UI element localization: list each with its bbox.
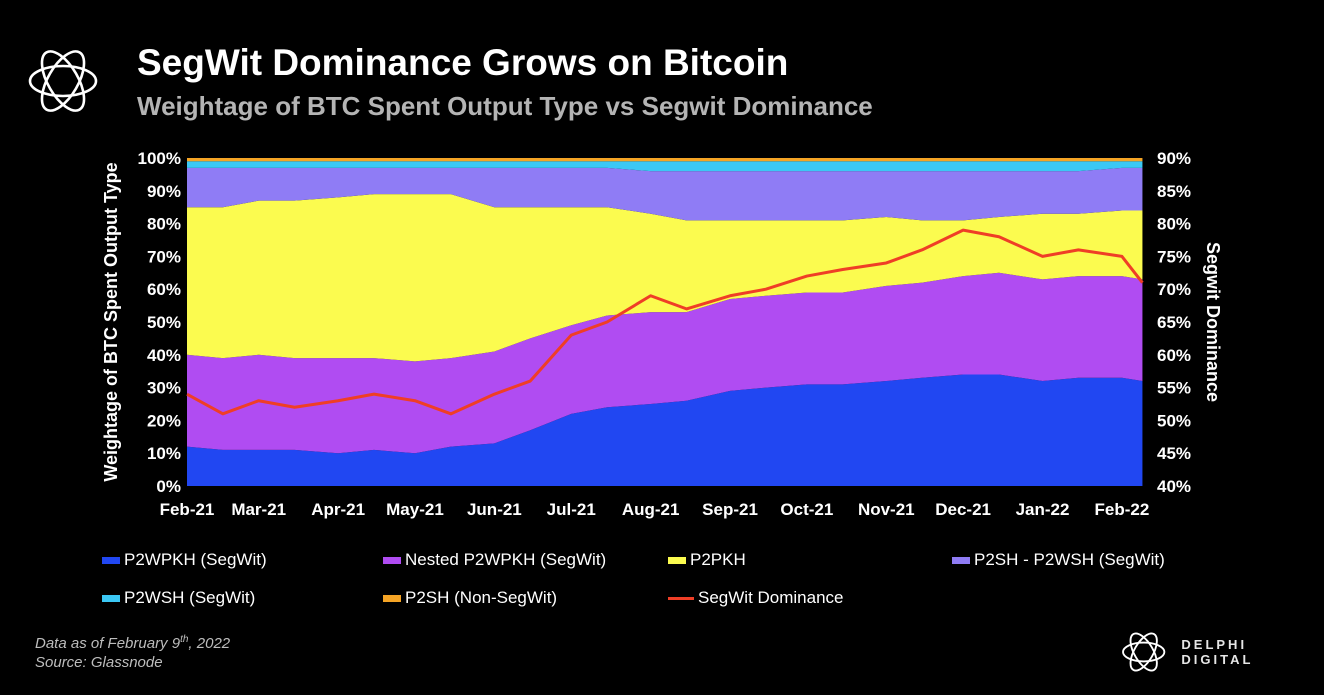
- chart-legend: P2WPKH (SegWit) Nested P2WPKH (SegWit) P…: [0, 548, 1324, 618]
- area-p2wpkh-segwit: [187, 374, 1143, 486]
- legend-swatch: [952, 556, 970, 564]
- x-tick-label: Oct-21: [780, 500, 833, 519]
- stacked-areas: [187, 158, 1143, 486]
- y-tick-label: 30%: [147, 379, 181, 398]
- legend-swatch: [383, 556, 401, 564]
- legend-label: P2PKH: [690, 550, 746, 569]
- x-tick-label: Feb-21: [160, 500, 215, 519]
- footnote: Data as of February 9th, 2022 Source: Gl…: [35, 630, 230, 672]
- legend-item-p2pkh[interactable]: P2PKH: [668, 548, 746, 572]
- y-tick-label: 50%: [147, 313, 181, 332]
- x-tick-label: Nov-21: [858, 500, 915, 519]
- legend-label: SegWit Dominance: [698, 588, 844, 607]
- legend-item-p2sh-non-segwit[interactable]: P2SH (Non-SegWit): [383, 586, 557, 610]
- legend-label: Nested P2WPKH (SegWit): [405, 550, 607, 569]
- chart-subtitle: Weightage of BTC Spent Output Type vs Se…: [137, 91, 873, 121]
- y-axis-label: Weightage of BTC Spent Output Type: [101, 162, 121, 481]
- y2-tick-label: 90%: [1157, 149, 1191, 168]
- legend-swatch: [668, 556, 686, 564]
- area-p2pkh: [187, 194, 1143, 362]
- x-tick-label: Jul-21: [547, 500, 596, 519]
- legend-swatch: [102, 556, 120, 564]
- legend-swatch: [102, 594, 120, 602]
- x-tick-label: Mar-21: [231, 500, 286, 519]
- area-p2sh-p2wsh-segwit: [187, 167, 1143, 221]
- y2-tick-label: 40%: [1157, 477, 1191, 496]
- legend-item-nested-p2wpkh[interactable]: Nested P2WPKH (SegWit): [383, 548, 606, 572]
- y2-tick-label: 85%: [1157, 182, 1191, 201]
- y-tick-label: 100%: [138, 149, 181, 168]
- x-tick-label: Dec-21: [935, 500, 991, 519]
- data-as-of-sup: th: [180, 634, 189, 645]
- y2-tick-label: 65%: [1157, 313, 1191, 332]
- x-tick-label: Feb-22: [1095, 500, 1150, 519]
- right-axis-ticks: 40% 45% 50% 55% 60% 65% 70% 75% 80% 85% 90%: [1157, 149, 1191, 496]
- legend-swatch: [383, 594, 401, 602]
- legend-item-p2wpkh[interactable]: P2WPKH (SegWit): [102, 548, 267, 572]
- x-axis-ticks: Feb-21 Mar-21 Apr-21 May-21 Jun-21 Jul-21 Aug-…: [160, 500, 1150, 519]
- legend-label: P2WPKH (SegWit): [124, 550, 267, 569]
- left-axis-ticks: 0% 10% 20% 30% 40% 50% 60% 70% 80% 90% 100%: [138, 149, 181, 496]
- data-as-of-suffix: , 2022: [188, 635, 231, 652]
- y2-tick-label: 45%: [1157, 444, 1191, 463]
- y2-tick-label: 60%: [1157, 346, 1191, 365]
- y2-tick-label: 75%: [1157, 247, 1191, 266]
- x-tick-label: May-21: [386, 500, 444, 519]
- x-tick-label: Sep-21: [702, 500, 758, 519]
- y-tick-label: 80%: [147, 215, 181, 234]
- y2-tick-label: 55%: [1157, 379, 1191, 398]
- data-as-of-prefix: Data as of February 9: [35, 635, 181, 652]
- area-p2sh-non-segwit: [187, 158, 1143, 162]
- y2-tick-label: 70%: [1157, 280, 1191, 299]
- brand-name: DELPHI DIGITAL: [1181, 637, 1254, 667]
- x-tick-label: Jan-22: [1016, 500, 1070, 519]
- y2-tick-label: 50%: [1157, 411, 1191, 430]
- y-tick-label: 70%: [147, 247, 181, 266]
- legend-item-p2wsh[interactable]: P2WSH (SegWit): [102, 586, 255, 610]
- legend-swatch: [668, 596, 694, 600]
- y2-tick-label: 80%: [1157, 215, 1191, 234]
- legend-label: P2SH - P2WSH (SegWit): [974, 550, 1165, 569]
- legend-label: P2SH (Non-SegWit): [405, 588, 558, 607]
- y-tick-label: 0%: [156, 477, 181, 496]
- segwit-dominance-line: [186, 228, 1144, 416]
- flower-outline-icon: [1122, 632, 1166, 672]
- chart-title: SegWit Dominance Grows on Bitcoin: [137, 42, 789, 83]
- header-logo: [28, 50, 98, 112]
- legend-item-segwit-dominance[interactable]: SegWit Dominance: [668, 586, 844, 610]
- legend-label: P2WSH (SegWit): [124, 588, 256, 607]
- source-note: Source: Glassnode: [35, 654, 163, 671]
- y-tick-label: 10%: [147, 444, 181, 463]
- y2-axis-label: Segwit Dominance: [1203, 242, 1223, 402]
- brand: DELPHI DIGITAL: [1118, 626, 1324, 678]
- area-p2wsh-segwit: [187, 161, 1143, 172]
- x-tick-label: Aug-21: [622, 500, 680, 519]
- y-tick-label: 20%: [147, 411, 181, 430]
- x-tick-label: Jun-21: [467, 500, 522, 519]
- area-nested-p2wpkh-segwit: [187, 272, 1143, 454]
- flower-outline-icon: [28, 50, 98, 112]
- y-tick-label: 60%: [147, 280, 181, 299]
- legend-item-p2sh-p2wsh[interactable]: P2SH - P2WSH (SegWit): [952, 548, 1165, 572]
- data-as-of: Data as of February 9th, 2022: [35, 630, 230, 653]
- y-tick-label: 90%: [147, 182, 181, 201]
- y-tick-label: 40%: [147, 346, 181, 365]
- x-tick-label: Apr-21: [311, 500, 365, 519]
